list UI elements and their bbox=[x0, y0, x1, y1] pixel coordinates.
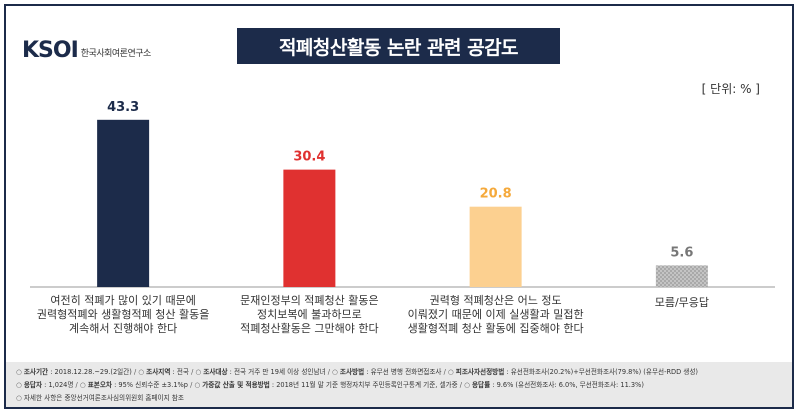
footer-note: ○ 자세한 사항은 중앙선거여론조사심의위원회 홈페이지 참조 bbox=[16, 394, 184, 402]
category-label-1-line-3: 계속해서 진행해야 한다 bbox=[69, 321, 177, 335]
category-label-3-line-3: 생활형적폐 청산 활동에 집중해야 한다 bbox=[408, 321, 584, 335]
footer-value: 1,024명 bbox=[48, 381, 74, 389]
bar-3 bbox=[469, 206, 522, 287]
unit-label: [ 단위: % ] bbox=[701, 82, 760, 96]
category-label-1-line-2: 권력형적폐와 생활형적폐 청산 활동을 bbox=[37, 307, 209, 321]
logo-text: 한국사회여론연구소 bbox=[80, 49, 152, 59]
bar-2 bbox=[283, 169, 336, 287]
footer-value: 2018년 11월 말 기준 행정자치부 주민등록인구통계 기준, 셀가중 bbox=[276, 381, 458, 389]
chart-title: 적폐청산활동 논란 관련 공감도 bbox=[237, 28, 560, 64]
footer-key: 피조사자선정방법 bbox=[455, 368, 505, 376]
category-label-2-line-1: 문재인정부의 적폐청산 활동은 bbox=[240, 293, 379, 307]
footer-value: 전국 bbox=[176, 368, 189, 376]
category-label-2-line-2: 정치보복에 불과하므로 bbox=[257, 307, 362, 321]
footer-key: 응답률 bbox=[471, 381, 491, 389]
bar-1 bbox=[97, 119, 150, 287]
footer-key: 가중값 산출 및 적용방법 bbox=[202, 381, 270, 389]
survey-footer: ○ 조사기간 : 2018.12.28.~29.(2일간) / ○ 조사지역 :… bbox=[6, 362, 792, 407]
footer-key: 조사방법 bbox=[339, 368, 365, 376]
category-label-1-line-1: 여전히 적폐가 많이 있기 때문에 bbox=[50, 293, 196, 307]
footer-key: 조사대상 bbox=[203, 368, 228, 376]
footer-row-2: ○ 응답자 : 1,024명 / ○ 표본오차 : 95% 신뢰수준 ±3.1%… bbox=[16, 381, 644, 389]
data-label-4: 5.6 bbox=[670, 245, 693, 260]
footer-note-text: 자세한 사항은 중앙선거여론조사심의위원회 홈페이지 참조 bbox=[23, 394, 184, 402]
footer-key: 표본오차 bbox=[87, 381, 112, 389]
logo-mark: KSOI bbox=[22, 38, 79, 63]
category-label-3-line-1: 권력형 적폐청산은 어느 정도 bbox=[430, 294, 562, 307]
footer-key: 조사지역 bbox=[146, 368, 171, 376]
footer-value: 전국 거주 만 19세 이상 성인남녀 bbox=[233, 368, 326, 376]
data-label-1: 43.3 bbox=[107, 100, 139, 115]
category-label-2-line-3: 적폐청산활동은 그만해야 한다 bbox=[240, 321, 379, 335]
data-label-3: 20.8 bbox=[480, 187, 512, 202]
footer-value: 2018.12.28.~29.(2일간) bbox=[54, 368, 132, 376]
footer-value: 유무선 병행 전화면접조사 bbox=[370, 368, 442, 376]
category-label-4-line-1: 모름/무응답 bbox=[655, 296, 709, 309]
data-label-2: 30.4 bbox=[293, 150, 325, 165]
footer-value: 9.6% (유선전화조사: 6.0%, 무선전화조사: 11.3%) bbox=[496, 381, 644, 389]
footer-key: 응답자 bbox=[23, 381, 43, 389]
footer-row-1: ○ 조사기간 : 2018.12.28.~29.(2일간) / ○ 조사지역 :… bbox=[16, 368, 698, 376]
footer-key: 조사기간 bbox=[23, 368, 49, 376]
category-label-3-line-2: 이뤄졌기 때문에 이제 실생활과 밀접한 bbox=[408, 307, 584, 321]
footer-value: 95% 신뢰수준 ±3.1%p bbox=[118, 381, 188, 389]
bar-4 bbox=[655, 265, 708, 287]
logo: KSOI 한국사회여론연구소 bbox=[22, 38, 151, 63]
footer-value: 유선전화조사(20.2%)+무선전화조사(79.8%) (유무선-RDD 생성) bbox=[510, 368, 698, 376]
